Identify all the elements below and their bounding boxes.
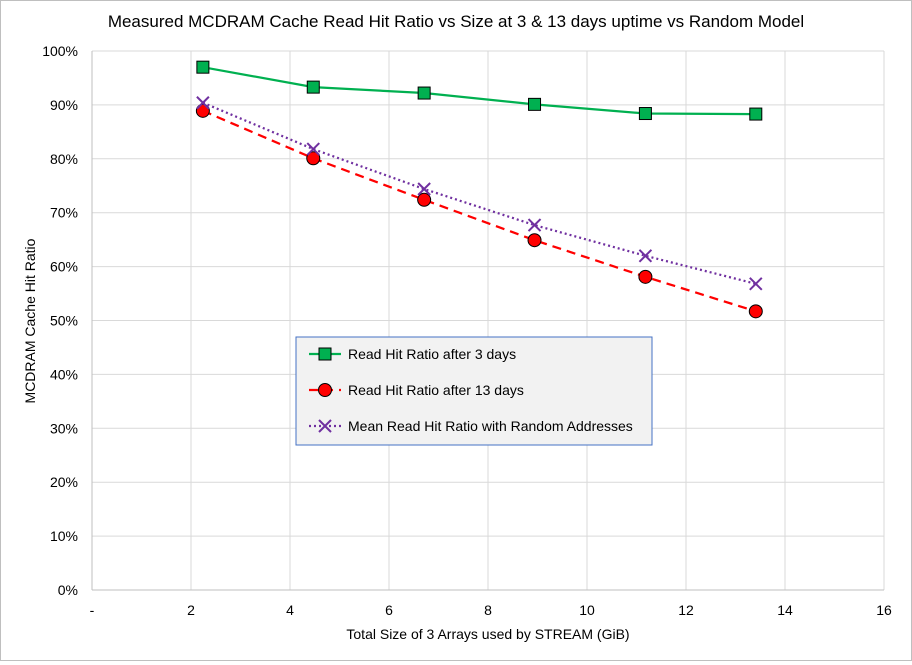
y-tick-label: 40% [50,366,78,382]
y-tick-label: 50% [50,313,78,329]
legend-entry-2: Read Hit Ratio after 13 days [309,382,524,398]
y-tick-label: 0% [58,582,78,598]
data-point-stroke [749,277,763,291]
legend-label: Mean Read Hit Ratio with Random Addresse… [348,418,633,434]
data-point [306,142,320,156]
series-2 [195,103,763,319]
chart-title: Measured MCDRAM Cache Read Hit Ratio vs … [108,12,804,31]
series-line [202,66,756,116]
x-tick-label: - [90,602,95,618]
y-axis-title: MCDRAM Cache Hit Ratio [22,238,38,403]
x-tick-label: 2 [187,602,195,618]
data-point [527,233,542,248]
data-point [417,86,431,100]
legend: Read Hit Ratio after 3 days Read Hit Rati… [295,336,653,446]
legend-label: Read Hit Ratio after 3 days [348,346,516,362]
legend-box [295,336,653,446]
data-point [306,151,321,166]
data-point-stroke [417,182,431,196]
x-tick-label: 6 [385,602,393,618]
axis-layer: 0% 10% 20% 30% 40% 50% 60% 70% 80% 90% 100% - 2 4 6 8 10… [42,43,892,618]
y-tick-label: 60% [50,259,78,275]
data-point [306,80,320,94]
y-tick-label: 70% [50,205,78,221]
y-tick-label: 100% [42,43,78,59]
data-point-stroke [196,96,210,110]
data-point [196,60,210,74]
x-axis-title: Total Size of 3 Arrays used by STREAM (G… [346,626,629,642]
x-tick-label: 8 [484,602,492,618]
data-point-stroke [638,249,653,263]
legend-marker [318,347,332,361]
data-point [417,182,431,196]
data-point [638,249,653,263]
data-point [749,107,763,121]
x-tick-label: 16 [876,602,892,618]
x-tick-label: 12 [678,602,694,618]
y-tick-label: 80% [50,151,78,167]
y-tick-label: 30% [50,420,78,436]
data-point-stroke [306,142,320,156]
series-3 [196,96,763,291]
legend-items: Read Hit Ratio after 3 days Read Hit Rati… [309,346,633,434]
legend-entry-3: Mean Read Hit Ratio with Random Addresse… [309,418,633,434]
data-point [417,192,432,207]
data-point [638,269,653,284]
x-tick-label: 14 [777,602,793,618]
series-line [202,109,757,313]
data-point-stroke [527,218,542,232]
legend-entry-1: Read Hit Ratio after 3 days [309,346,516,362]
legend-label: Read Hit Ratio after 13 days [348,382,524,398]
data-point [749,277,763,291]
x-tick-label: 10 [579,602,595,618]
y-tick-label: 20% [50,474,78,490]
data-point [196,96,210,110]
series-layer [195,60,763,319]
data-point [528,97,542,111]
data-point [748,304,763,319]
legend-marker [318,383,332,397]
series-line [202,101,757,285]
y-tick-label: 10% [50,528,78,544]
legend-marker-stroke [318,419,332,433]
series-1 [196,60,763,121]
y-tick-label: 90% [50,97,78,113]
grid-layer [91,50,885,591]
x-tick-label: 4 [286,602,294,618]
legend-marker [318,419,332,433]
data-point [638,107,652,121]
data-point [527,218,542,232]
data-point [195,103,210,118]
